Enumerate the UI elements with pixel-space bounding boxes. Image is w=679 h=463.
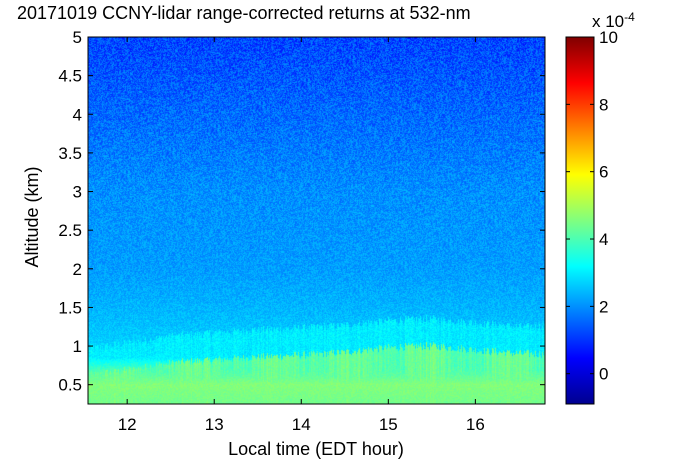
colorbar-tick-label: 0	[599, 365, 608, 384]
colorbar	[565, 36, 595, 405]
x-tick-label: 14	[292, 415, 311, 434]
chart-title: 20171019 CCNY-lidar range-corrected retu…	[17, 3, 471, 23]
colorbar-exponent: x 10-4	[592, 10, 635, 31]
colorbar-tick-label: 2	[599, 297, 608, 316]
y-tick-label: 1	[73, 337, 82, 356]
colorbar-tick-label: 8	[599, 95, 608, 114]
y-tick-label: 2	[73, 260, 82, 279]
colorbar-tick-label: 6	[599, 163, 608, 182]
y-axis: 0.5 1 1.5 2 2.5 3 3.5 4 4.5 5	[58, 28, 545, 395]
y-tick-label: 0.5	[58, 376, 82, 395]
x-tick-label: 16	[466, 415, 485, 434]
x-tick-label: 12	[118, 415, 137, 434]
y-tick-label: 3	[73, 183, 82, 202]
heatmap	[88, 37, 545, 404]
y-tick-label: 5	[73, 28, 82, 47]
colorbar-exponent-power: -4	[624, 10, 635, 24]
plot-frame	[87, 36, 546, 405]
y-axis-label: Altitude (km)	[22, 166, 42, 267]
colorbar-axis: 0 2 4 6 8 10	[566, 28, 618, 384]
colorbar-exponent-base: x 10	[592, 12, 624, 31]
y-tick-label: 2.5	[58, 221, 82, 240]
y-tick-label: 1.5	[58, 298, 82, 317]
x-tick-label: 15	[379, 415, 398, 434]
y-tick-label: 4	[73, 105, 82, 124]
x-tick-label: 13	[205, 415, 224, 434]
y-tick-label: 3.5	[58, 144, 82, 163]
colorbar-tick-label: 10	[599, 28, 618, 47]
colorbar-tick-label: 4	[599, 230, 608, 249]
y-tick-label: 4.5	[58, 67, 82, 86]
x-axis-label: Local time (EDT hour)	[228, 439, 404, 459]
x-axis: 12 13 14 15 16	[118, 37, 485, 434]
